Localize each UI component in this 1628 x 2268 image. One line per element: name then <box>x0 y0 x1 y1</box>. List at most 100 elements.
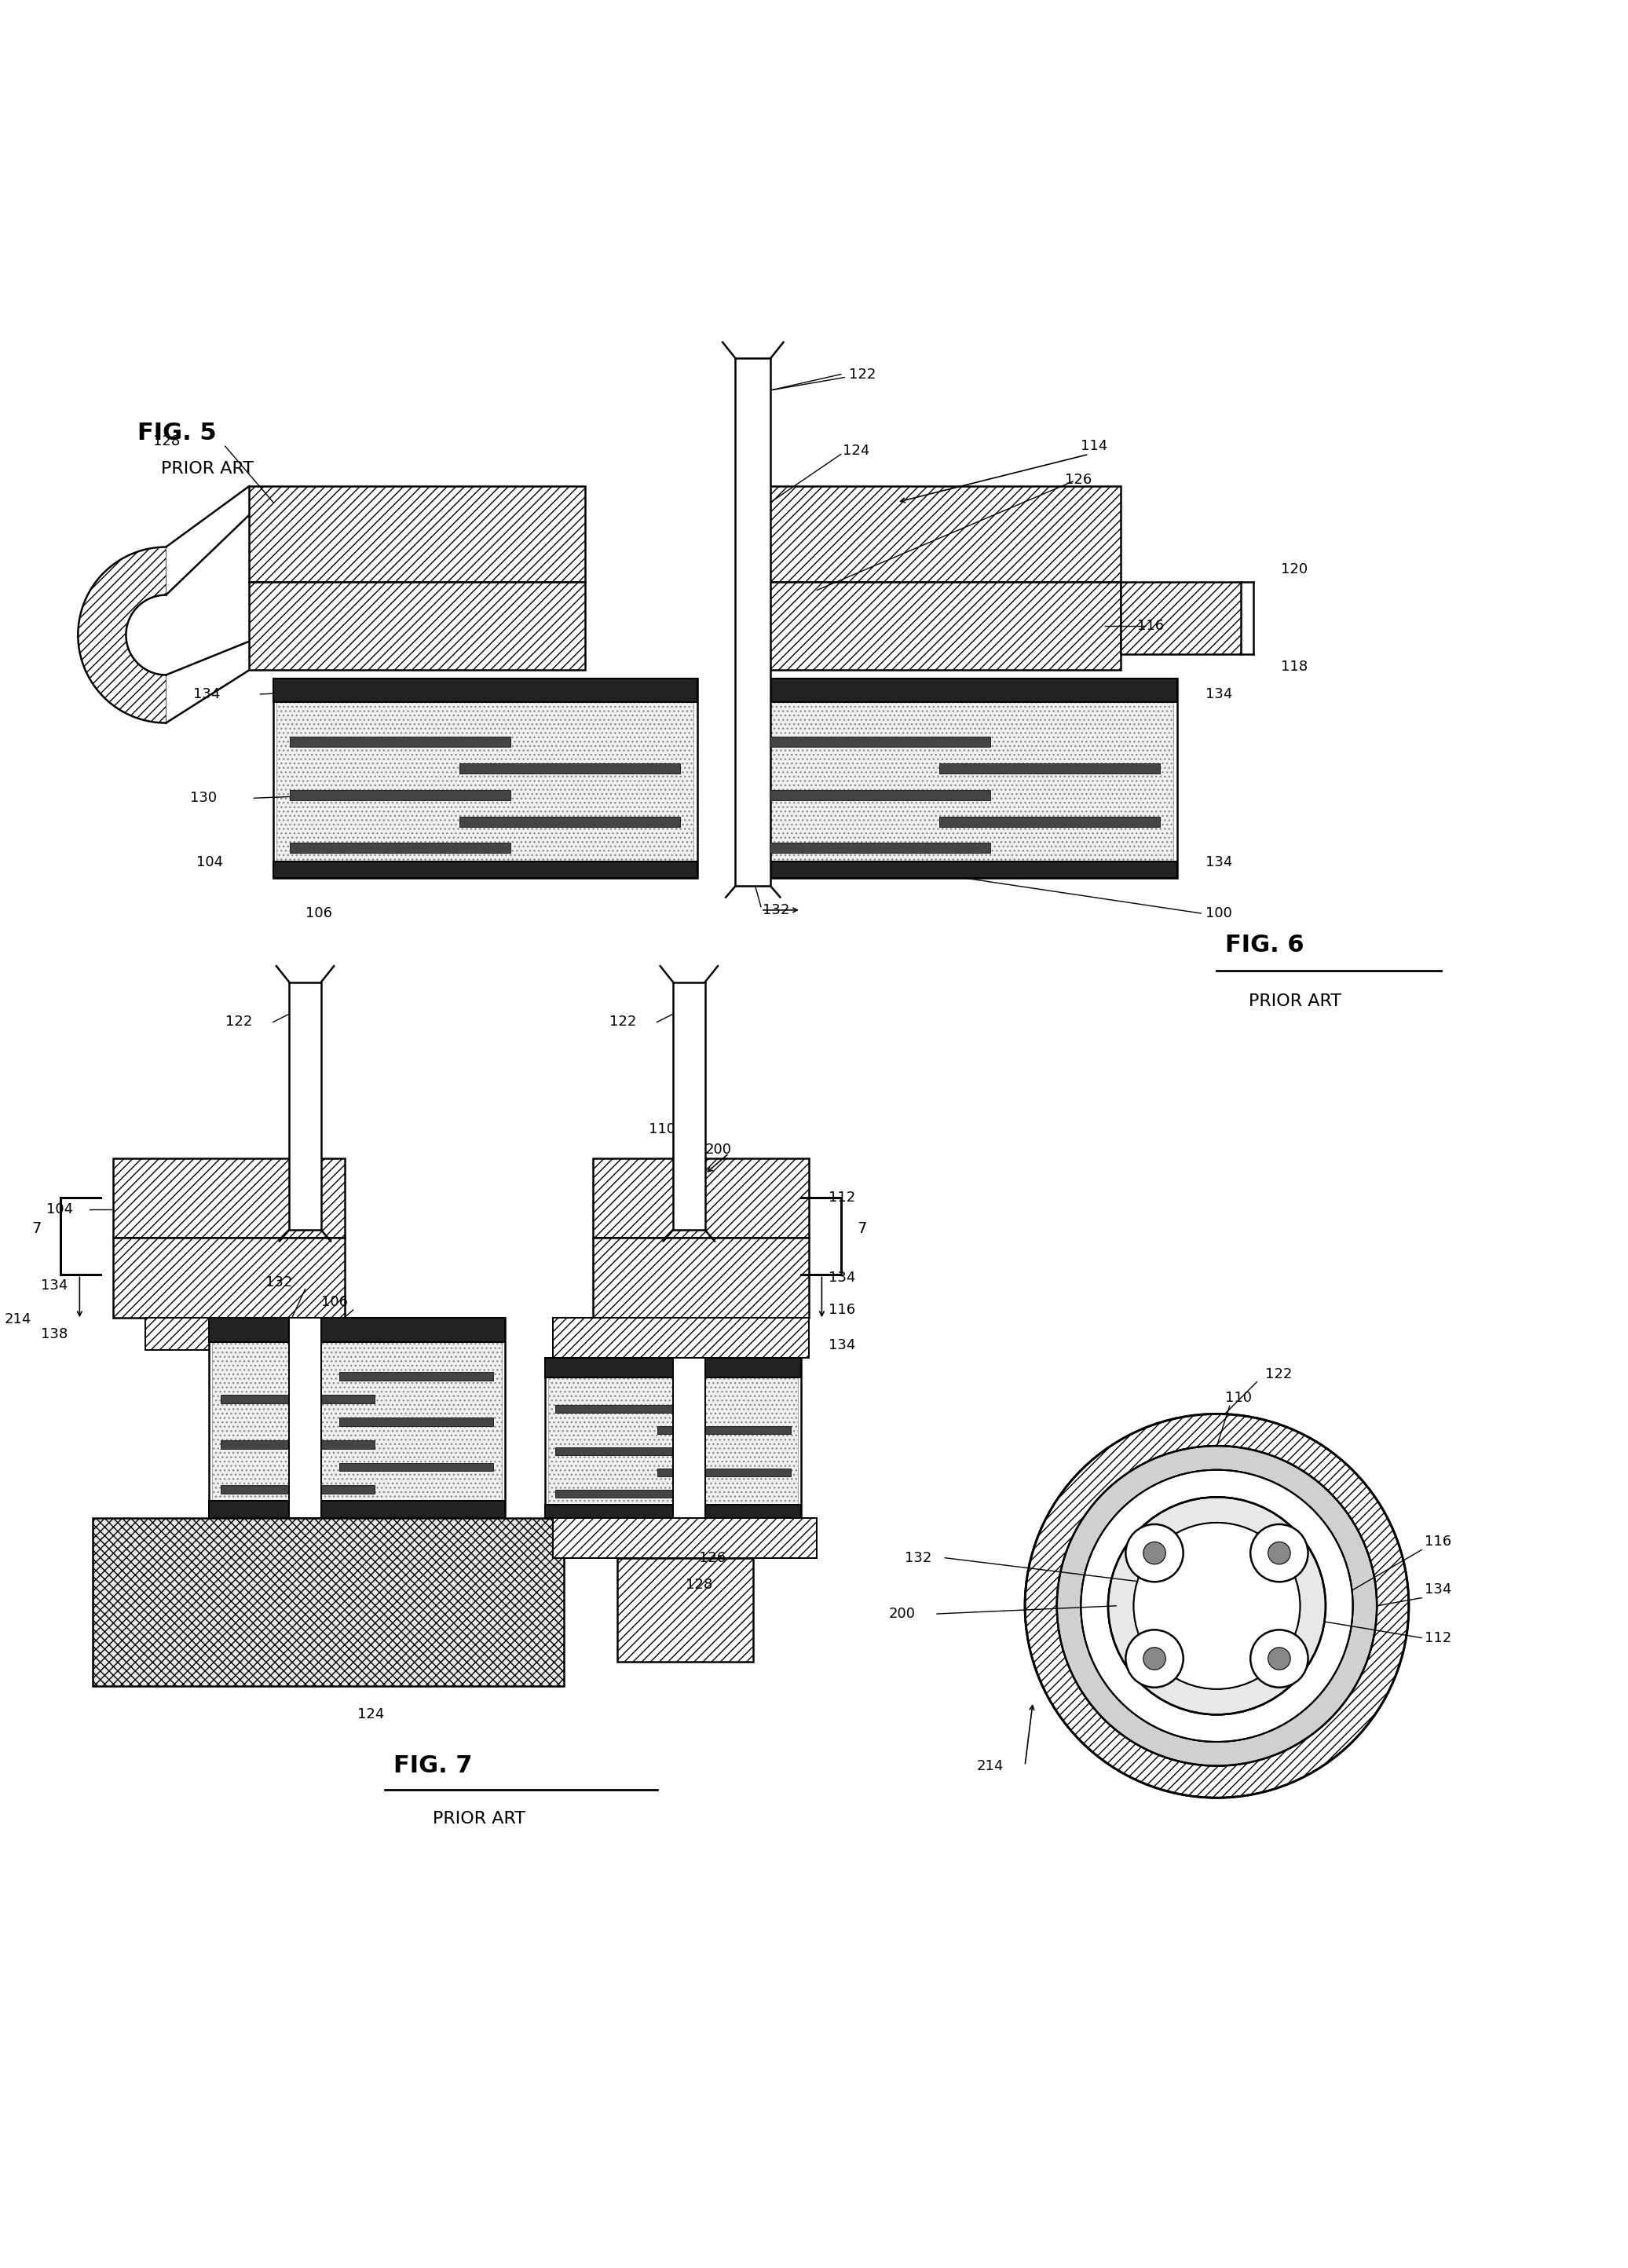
Bar <box>339 1463 493 1472</box>
Text: 132: 132 <box>265 1275 291 1290</box>
Bar <box>459 764 681 773</box>
Text: 106: 106 <box>321 1295 348 1309</box>
Text: 214: 214 <box>977 1758 1004 1774</box>
Text: 134: 134 <box>829 1338 855 1352</box>
Text: 124: 124 <box>843 445 869 458</box>
Bar <box>658 1470 791 1476</box>
Bar <box>939 816 1159 826</box>
Bar <box>290 1318 321 1517</box>
Bar <box>545 1359 801 1377</box>
Bar <box>249 583 584 669</box>
Text: 130: 130 <box>190 792 217 805</box>
Bar <box>770 844 990 853</box>
Text: 134: 134 <box>194 687 220 701</box>
Bar <box>768 485 1122 583</box>
Text: 134: 134 <box>829 1270 855 1286</box>
Bar <box>768 583 1122 669</box>
Bar <box>208 1318 505 1343</box>
Circle shape <box>1109 1497 1325 1715</box>
Circle shape <box>1268 1647 1291 1669</box>
Text: 214: 214 <box>5 1313 31 1327</box>
Circle shape <box>1268 1542 1291 1565</box>
Bar <box>249 485 584 583</box>
Bar <box>545 1359 801 1517</box>
Bar <box>672 982 705 1229</box>
Bar <box>290 982 321 1229</box>
Bar <box>274 678 697 878</box>
Bar <box>114 1238 345 1318</box>
Text: 116: 116 <box>829 1302 855 1318</box>
Circle shape <box>1125 1631 1184 1687</box>
Bar <box>593 1238 809 1318</box>
Bar <box>274 862 697 878</box>
Bar <box>339 1372 493 1381</box>
Text: 128: 128 <box>685 1579 713 1592</box>
Bar <box>274 678 697 703</box>
Bar <box>554 1318 809 1359</box>
Bar <box>208 1318 505 1517</box>
Bar <box>736 358 770 887</box>
Bar <box>221 1486 374 1495</box>
Text: 126: 126 <box>698 1551 726 1565</box>
Bar <box>658 1427 791 1433</box>
Text: 138: 138 <box>41 1327 68 1340</box>
Circle shape <box>1250 1524 1307 1581</box>
Text: 7: 7 <box>31 1220 41 1236</box>
Polygon shape <box>78 547 166 723</box>
Circle shape <box>1143 1542 1166 1565</box>
Bar <box>339 1418 493 1427</box>
Text: 112: 112 <box>829 1191 855 1204</box>
Text: 134: 134 <box>1424 1583 1452 1597</box>
Text: PRIOR ART: PRIOR ART <box>433 1810 526 1826</box>
Text: 134: 134 <box>41 1279 68 1293</box>
Bar <box>555 1490 689 1497</box>
Text: FIG. 7: FIG. 7 <box>392 1755 472 1778</box>
Circle shape <box>1143 1647 1166 1669</box>
Circle shape <box>1250 1631 1307 1687</box>
Text: 106: 106 <box>304 907 332 921</box>
Bar <box>555 1447 689 1456</box>
Bar <box>290 844 511 853</box>
Bar <box>754 678 1177 878</box>
Bar <box>755 703 1174 862</box>
Text: 116: 116 <box>1424 1535 1452 1549</box>
Text: 100: 100 <box>1206 907 1232 921</box>
Bar <box>939 764 1159 773</box>
Text: 124: 124 <box>357 1708 384 1721</box>
Text: 116: 116 <box>1136 619 1164 633</box>
Bar <box>212 1343 501 1501</box>
Bar <box>114 1159 345 1238</box>
Bar <box>277 703 694 862</box>
Bar <box>617 1558 754 1662</box>
Text: 128: 128 <box>153 435 181 449</box>
Text: 132: 132 <box>905 1551 931 1565</box>
Text: 200: 200 <box>705 1143 731 1157</box>
Text: 134: 134 <box>1206 687 1232 701</box>
Bar <box>290 789 511 801</box>
Bar <box>672 1359 705 1517</box>
Bar <box>754 862 1177 878</box>
Text: FIG. 5: FIG. 5 <box>137 422 217 445</box>
Bar <box>290 737 511 746</box>
Bar <box>555 1404 689 1413</box>
Bar <box>770 737 990 746</box>
Bar <box>1122 583 1241 653</box>
Bar <box>459 816 681 826</box>
Bar <box>208 1501 505 1517</box>
Text: 7: 7 <box>856 1220 866 1236</box>
Text: 110: 110 <box>650 1123 676 1136</box>
Text: 120: 120 <box>1281 562 1307 576</box>
Bar <box>545 1504 801 1517</box>
Text: 112: 112 <box>1424 1631 1452 1644</box>
Bar <box>221 1395 374 1404</box>
Text: 114: 114 <box>1081 440 1107 454</box>
Bar <box>770 789 990 801</box>
Text: 122: 122 <box>609 1016 637 1030</box>
Circle shape <box>1133 1522 1301 1690</box>
Text: PRIOR ART: PRIOR ART <box>1249 993 1341 1009</box>
Circle shape <box>1125 1524 1184 1581</box>
Bar <box>754 678 1177 703</box>
Text: 104: 104 <box>46 1202 73 1216</box>
Text: FIG. 6: FIG. 6 <box>1224 934 1304 957</box>
Text: 132: 132 <box>762 903 790 916</box>
